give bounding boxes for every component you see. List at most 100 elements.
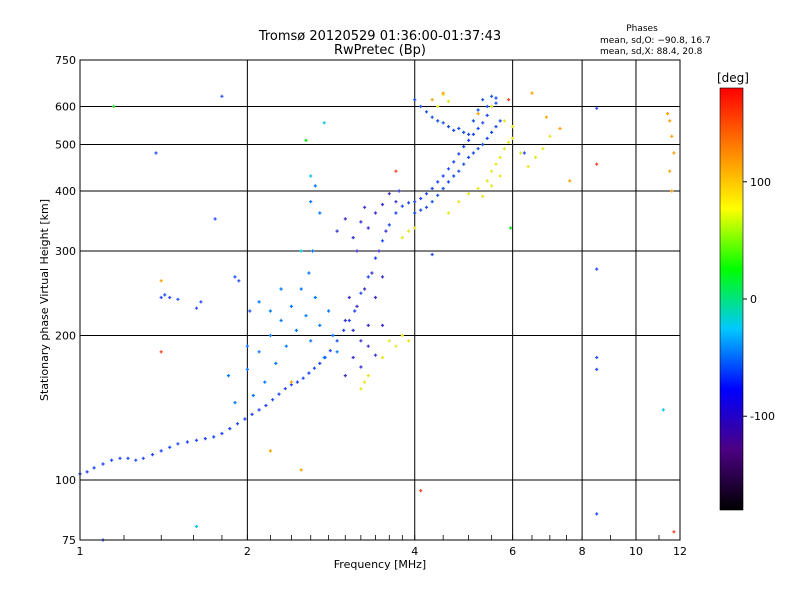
data-point	[471, 119, 475, 123]
data-point	[387, 339, 391, 343]
data-point	[309, 200, 313, 204]
data-point	[289, 304, 293, 308]
data-point	[299, 249, 303, 253]
data-point	[441, 121, 445, 125]
data-point	[366, 323, 370, 327]
y-tick-label: 500	[55, 139, 76, 152]
data-point	[299, 468, 303, 472]
data-point	[457, 200, 461, 204]
data-point	[407, 229, 411, 233]
x-tick-label: 1	[77, 545, 84, 558]
data-point	[481, 98, 485, 102]
data-point	[359, 387, 363, 391]
data-point	[476, 186, 480, 191]
x-tick-label: 4	[411, 545, 418, 558]
data-point	[274, 361, 278, 365]
phases-x-stats: mean, sd,X: 88.4, 20.8	[600, 47, 703, 57]
data-point	[359, 365, 363, 369]
x-tick-label: 8	[579, 545, 586, 558]
data-point	[311, 249, 315, 253]
data-point	[419, 489, 423, 493]
data-point	[462, 145, 466, 149]
data-point	[335, 229, 339, 233]
data-point	[307, 371, 311, 375]
y-tick-label: 750	[55, 54, 76, 67]
data-point	[446, 180, 451, 184]
data-point	[380, 239, 385, 243]
data-point	[110, 458, 114, 462]
x-axis: 1 2 4 6 8 10 12	[77, 535, 687, 558]
data-point	[672, 151, 676, 155]
colorbar-tick-label: 100	[750, 176, 771, 189]
data-point	[243, 417, 247, 421]
data-point	[212, 435, 216, 439]
data-point	[318, 361, 322, 365]
data-point	[366, 275, 370, 279]
data-point	[476, 108, 480, 112]
data-point	[490, 169, 494, 173]
data-point	[446, 167, 451, 171]
data-point	[419, 196, 423, 201]
data-point	[163, 293, 167, 297]
data-point	[370, 271, 374, 275]
data-point	[471, 151, 475, 155]
data-point	[394, 169, 398, 173]
y-tick-label: 400	[55, 185, 76, 198]
data-point	[380, 355, 385, 360]
data-point	[373, 353, 378, 357]
y-tick-label: 200	[55, 330, 76, 343]
data-point	[279, 318, 283, 323]
data-point	[264, 403, 268, 408]
data-point	[101, 462, 105, 466]
data-point	[257, 350, 261, 354]
data-point	[359, 220, 363, 224]
data-point	[530, 91, 534, 95]
data-point	[363, 380, 367, 384]
data-point	[318, 323, 322, 327]
data-point	[380, 275, 385, 279]
data-point	[343, 217, 347, 221]
data-point	[462, 130, 466, 134]
data-point	[490, 130, 494, 134]
data-point	[380, 202, 385, 207]
data-point	[245, 367, 249, 371]
data-point	[457, 152, 461, 156]
data-point	[400, 236, 404, 240]
phases-o-stats: mean, sd,O: −90.8, 16.7	[600, 36, 711, 46]
data-point	[424, 192, 429, 196]
data-point	[373, 211, 378, 215]
data-point	[347, 318, 351, 323]
data-point	[476, 147, 480, 151]
data-point	[328, 349, 332, 353]
data-point	[446, 125, 451, 129]
data-point	[544, 115, 548, 119]
data-point	[494, 162, 498, 166]
data-points	[78, 91, 676, 542]
data-point	[595, 162, 599, 166]
data-point	[394, 200, 398, 204]
phases-title: Phases	[626, 24, 658, 34]
data-point	[481, 121, 485, 125]
data-point	[522, 151, 526, 155]
data-point	[467, 192, 471, 196]
data-point	[318, 211, 322, 215]
data-point	[430, 252, 434, 257]
data-point	[494, 96, 498, 100]
data-point	[304, 138, 308, 142]
data-point	[430, 186, 434, 191]
data-point	[485, 113, 489, 117]
data-point	[250, 412, 254, 416]
data-point	[295, 380, 299, 384]
data-point	[661, 408, 665, 412]
data-point	[331, 333, 335, 338]
data-point	[294, 328, 298, 332]
data-point	[268, 333, 272, 338]
data-point	[343, 374, 347, 378]
data-point	[343, 318, 347, 323]
data-point	[430, 115, 434, 119]
colorbar	[719, 87, 744, 511]
data-point	[384, 229, 388, 233]
data-point	[481, 142, 485, 147]
data-point	[430, 200, 434, 204]
data-point	[436, 180, 440, 184]
